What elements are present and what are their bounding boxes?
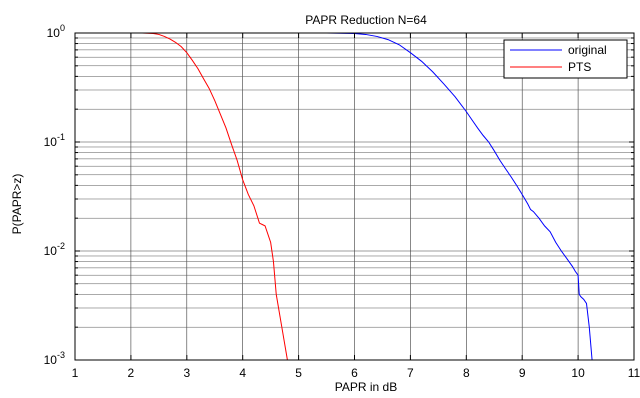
x-tick-label: 6 [351, 366, 358, 380]
y-tick-label: 100 [47, 23, 65, 40]
y-tick-label: 10-3 [44, 350, 65, 367]
legend: original PTS [503, 39, 628, 79]
x-axis-label: PAPR in dB [335, 380, 397, 394]
x-tick-label: 8 [463, 366, 470, 380]
x-tick-labels: 1 2 3 4 5 6 7 8 9 10 11 [72, 366, 640, 380]
x-tick-label: 7 [407, 366, 414, 380]
x-tick-label: 4 [239, 366, 246, 380]
y-tick-label: 10-2 [44, 241, 65, 258]
y-tick-label: 10-1 [44, 132, 65, 149]
x-tick-label: 5 [295, 366, 302, 380]
legend-label-pts: PTS [568, 60, 591, 74]
x-tick-label: 9 [519, 366, 526, 380]
y-axis-label: P(PAPR>z) [10, 174, 24, 235]
x-tick-label: 10 [571, 366, 585, 380]
legend-box [503, 39, 628, 79]
chart-title: PAPR Reduction N=64 [305, 13, 427, 27]
x-tick-label: 2 [128, 366, 135, 380]
legend-label-original: original [568, 43, 607, 57]
series-line-original [298, 32, 593, 361]
x-tick-label: 11 [628, 366, 640, 380]
x-tick-label: 3 [183, 366, 190, 380]
series-layer [119, 32, 593, 361]
series-line-pts [119, 32, 288, 361]
grid [75, 33, 634, 360]
y-tick-labels: 10-3 10-2 10-1 100 [44, 23, 65, 367]
x-tick-label: 1 [72, 366, 79, 380]
tick-marks [74, 32, 635, 361]
